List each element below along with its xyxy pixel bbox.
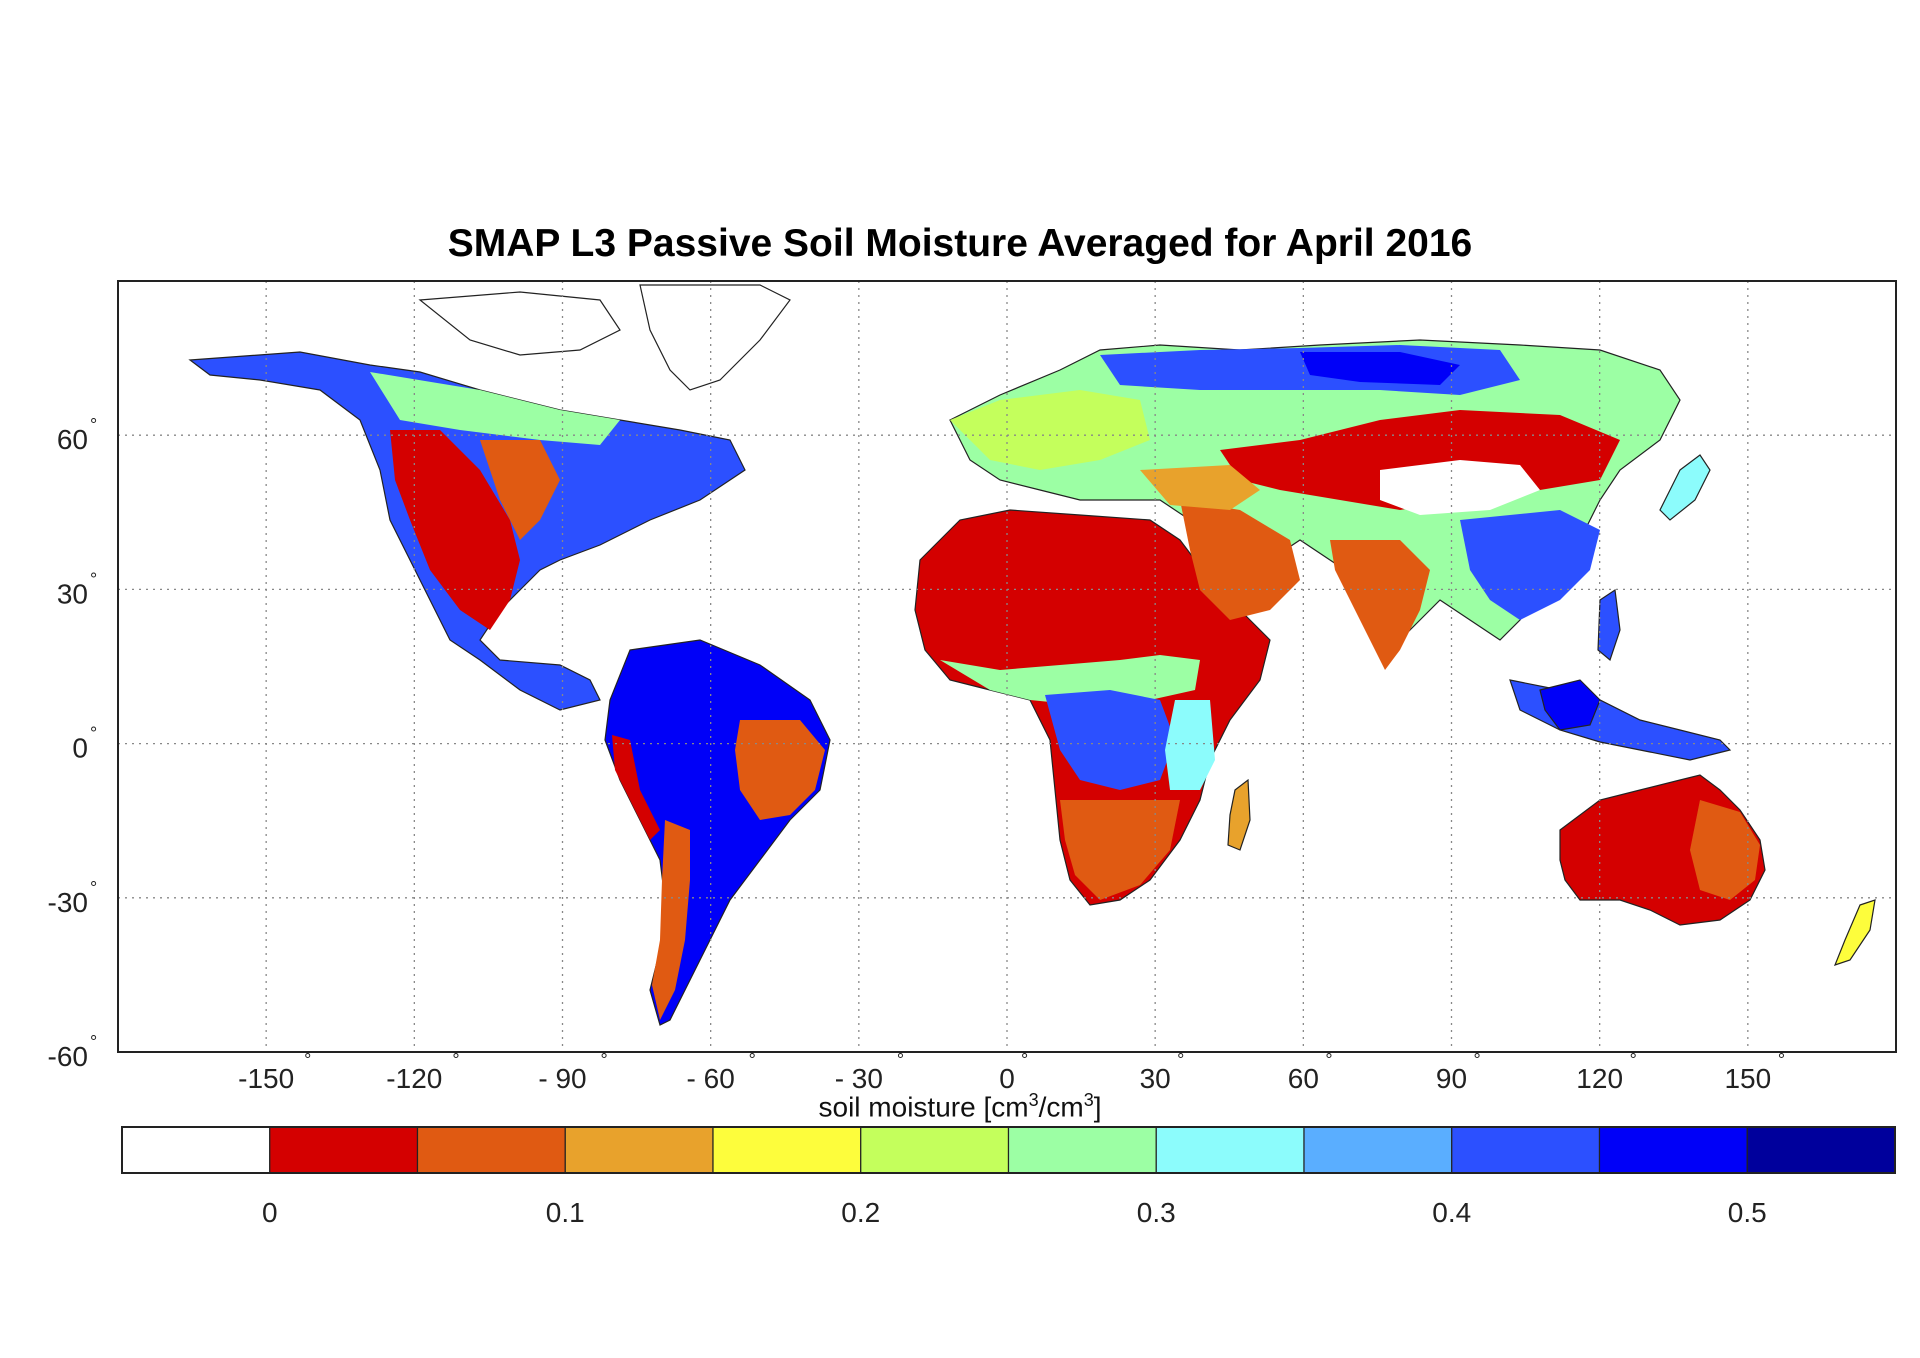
colorbar-bin [712,1126,862,1174]
lat-degree-mark: ° [90,878,97,898]
lon-tick-label: 0 [999,1063,1015,1094]
lon-tick-label: - 60 [687,1063,735,1094]
colorbar-bin [1451,1126,1601,1174]
africa-south-orange [1060,800,1180,900]
colorbar-bin [564,1126,714,1174]
lon-tick-label: - 30 [835,1063,883,1094]
lat-tick-label: 0 [72,733,88,764]
lat-tick-label: -30 [48,887,88,918]
lon-tick-label: 60 [1288,1063,1319,1094]
lon-degree-mark: ° [601,1050,608,1070]
colorbar [121,1126,1896,1174]
lat-degree-mark: ° [90,1032,97,1052]
plot-frame [117,280,1897,1053]
lat-tick-label: 60 [57,424,88,455]
lon-degree-mark: ° [1630,1050,1637,1070]
lon-tick-label: 120 [1576,1063,1623,1094]
colorbar-bin [1007,1126,1157,1174]
colorbar-tick-label: 0 [262,1197,278,1228]
philippines-land [1597,588,1621,662]
lon-degree-mark: ° [1021,1050,1028,1070]
new-zealand-land [1833,899,1876,966]
tibet-white [1380,460,1540,515]
siberia-darkblue [1300,352,1460,385]
australia-orange [1690,800,1760,900]
north-america-orange [480,440,560,540]
lat-tick-labels: 60 °30 °0 °-30 °-60 ° [48,415,98,1072]
colorbar-bin [416,1126,566,1174]
lon-degree-mark: ° [749,1050,756,1070]
lon-degree-mark: ° [897,1050,904,1070]
xlabel-exp1: 3 [1028,1090,1039,1110]
colorbar-label: soil moisture [cm3/cm3] [0,1090,1920,1123]
india-orange [1330,540,1430,670]
colorbar-bin [860,1126,1010,1174]
land-layer [188,284,1876,1026]
greenland-outline [639,284,791,391]
colorbar-tick-labels: 0 0.1 0.2 0.3 0.4 0.5 [262,1197,1767,1228]
borneo-land [1539,679,1601,731]
madagascar-land [1227,778,1251,851]
colorbar-bin [1746,1126,1896,1174]
colorbar-tick-label: 0.3 [1137,1197,1176,1228]
colorbar-bin [1155,1126,1305,1174]
lon-tick-label: -150 [238,1063,294,1094]
europe-green [950,390,1150,470]
north-america-dry-west [390,430,520,630]
japan-land [1659,454,1711,521]
xlabel-exp2: 3 [1083,1090,1094,1110]
lon-tick-label: 90 [1436,1063,1467,1094]
lon-degree-mark: ° [1474,1050,1481,1070]
colorbar-tick-label: 0.1 [546,1197,585,1228]
lon-degree-mark: ° [304,1050,311,1070]
colorbar-frame [121,1126,1896,1174]
lon-tick-label: 30 [1140,1063,1171,1094]
colorbar-bin [269,1126,419,1174]
lat-degree-mark: ° [90,569,97,589]
east-asia-blue [1460,510,1600,620]
lon-degree-mark: ° [1778,1050,1785,1070]
lon-tick-label: - 90 [538,1063,586,1094]
africa-sahel-green [940,655,1200,705]
colorbar-bin [1598,1126,1748,1174]
colorbar-bin [121,1126,271,1174]
lon-degree-mark: ° [1325,1050,1332,1070]
xlabel-prefix: soil moisture [cm [818,1091,1029,1123]
north-america-green-north [370,372,620,445]
lon-degree-mark: ° [1177,1050,1184,1070]
lat-degree-mark: ° [90,415,97,435]
lon-tick-label: -120 [386,1063,442,1094]
colorbar-tick-label: 0.5 [1728,1197,1767,1228]
south-america-andes-red [612,735,660,840]
africa-east-cyan [1165,700,1215,790]
chart-title: SMAP L3 Passive Soil Moisture Averaged f… [447,222,1473,265]
lon-tick-labels: -150 ° -120 ° - 90 ° - 60 ° - 30 ° 0 ° 30 ° 60 ° 90 ° 120 °… [238,1050,1785,1094]
colorbar-bin [1303,1126,1453,1174]
arctic-islands-outline [418,291,621,356]
south-america-andes-dry [652,820,690,1020]
lat-tick-label: -60 [48,1041,88,1072]
colorbar-tick-label: 0.2 [841,1197,880,1228]
colorbar-tick-label: 0.4 [1432,1197,1471,1228]
lon-degree-mark: ° [452,1050,459,1070]
lon-tick-label: 150 [1724,1063,1771,1094]
xlabel-suffix: ] [1093,1091,1102,1123]
xlabel-mid: /cm [1038,1091,1084,1123]
lat-degree-mark: ° [90,724,97,744]
turkey-iran-orange [1140,465,1260,510]
gridlines [118,281,1896,1052]
lat-tick-label: 30 [57,578,88,609]
africa-congo-blue [1045,690,1175,790]
south-america-east-dry [735,720,825,820]
